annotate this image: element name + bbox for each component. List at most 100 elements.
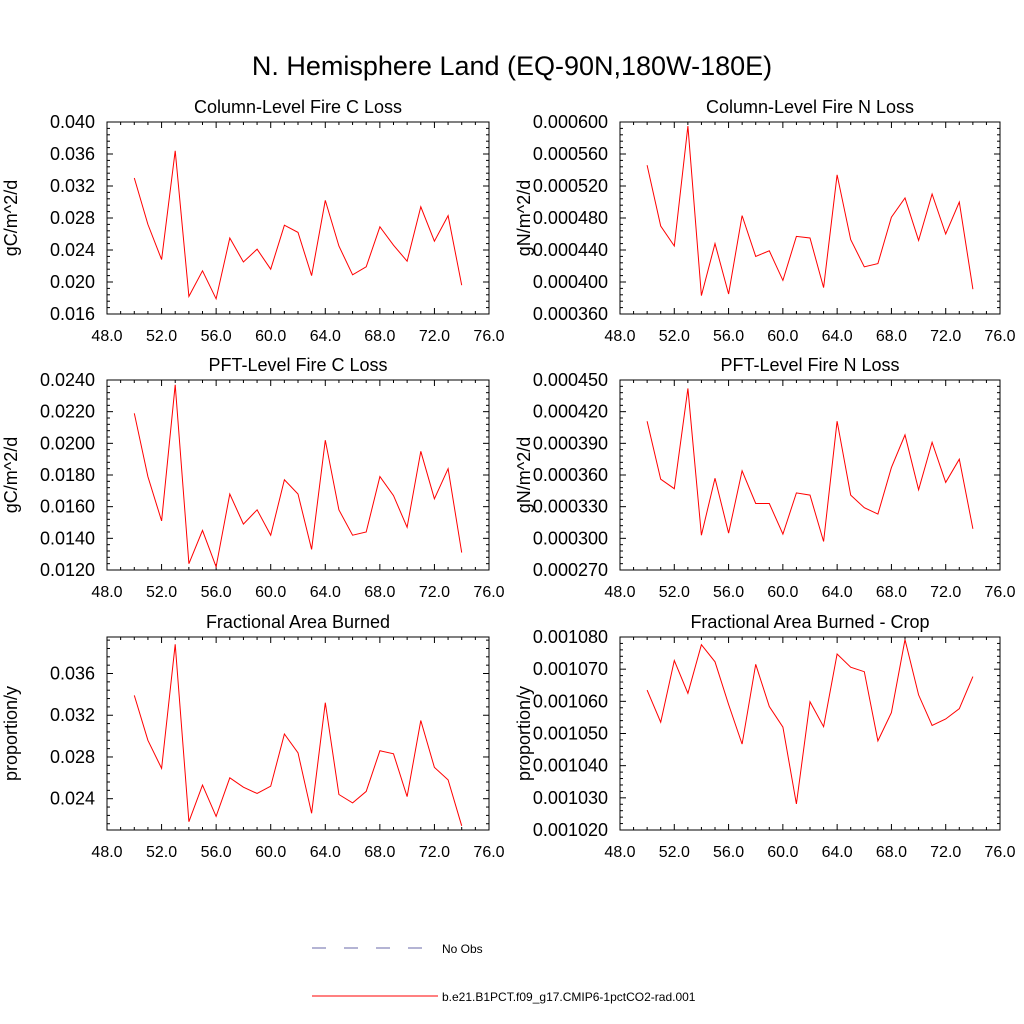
y-tick-label: 0.028 [50, 208, 95, 228]
y-tick-label: 0.000450 [533, 370, 608, 390]
y-tick-label: 0.000360 [533, 304, 608, 324]
x-tick-label: 60.0 [255, 328, 286, 345]
y-axis-label: gC/m^2/d [1, 180, 21, 256]
x-tick-label: 56.0 [201, 328, 232, 345]
y-tick-label: 0.001050 [533, 724, 608, 744]
legend-no-obs-label: No Obs [442, 942, 483, 956]
x-tick-label: 68.0 [364, 844, 395, 861]
plot-frame [106, 636, 490, 831]
series-line [646, 388, 974, 542]
y-tick-label: 0.032 [50, 176, 95, 196]
y-axis-label: gN/m^2/d [514, 437, 534, 513]
x-tick-label: 76.0 [473, 844, 504, 861]
x-tick-label: 60.0 [767, 844, 798, 861]
legend: No Obs b.e21.B1PCT.f09_g17.CMIP6-1pctCO2… [312, 942, 696, 1004]
x-tick-label: 72.0 [419, 584, 450, 601]
x-tick-label: 60.0 [767, 584, 798, 601]
y-tick-label: 0.0140 [40, 528, 95, 548]
chart-panel-2: 48.0 52.0 56.0 60.0 64.0 68.0 72.0 76.0 0.000360… [514, 97, 1016, 345]
x-tick-label: 64.0 [822, 328, 853, 345]
x-tick-label: 52.0 [659, 584, 690, 601]
y-tick-label: 0.000360 [533, 465, 608, 485]
y-axis-label: proportion/y [514, 686, 534, 781]
chart-panel-3: 48.0 52.0 56.0 60.0 64.0 68.0 72.0 76.0 0.0120 0.… [1, 355, 505, 601]
x-tick-label: 76.0 [473, 584, 504, 601]
x-tick-label: 68.0 [364, 584, 395, 601]
panel-title: PFT-Level Fire C Loss [208, 355, 387, 375]
y-tick-label: 0.000270 [533, 560, 608, 580]
x-tick-label: 64.0 [310, 584, 341, 601]
y-tick-label: 0.001070 [533, 659, 608, 679]
x-tick-label: 56.0 [201, 584, 232, 601]
x-tick-label: 68.0 [364, 328, 395, 345]
x-tick-label: 72.0 [419, 844, 450, 861]
x-tick-label: 48.0 [91, 584, 122, 601]
x-tick-label: 52.0 [146, 844, 177, 861]
x-tick-label: 60.0 [767, 328, 798, 345]
x-tick-label: 48.0 [91, 844, 122, 861]
series-line [133, 150, 463, 301]
figure-title: N. Hemisphere Land (EQ-90N,180W-180E) [252, 51, 772, 81]
x-tick-label: 68.0 [876, 844, 907, 861]
panels: 48.0 52.0 56.0 60.0 64.0 68.0 72.0 76.0 0.016 0.0… [1, 97, 1016, 861]
y-tick-label: 0.001060 [533, 691, 608, 711]
y-tick-label: 0.0120 [40, 560, 95, 580]
legend-model-label: b.e21.B1PCT.f09_g17.CMIP6-1pctCO2-rad.00… [442, 990, 696, 1004]
x-tick-label: 52.0 [146, 584, 177, 601]
y-tick-label: 0.001040 [533, 756, 608, 776]
y-tick-label: 0.001020 [533, 820, 608, 840]
x-tick-label: 72.0 [930, 584, 961, 601]
y-tick-label: 0.016 [50, 304, 95, 324]
x-tick-label: 76.0 [984, 328, 1015, 345]
x-tick-label: 76.0 [984, 844, 1015, 861]
y-tick-label: 0.032 [50, 705, 95, 725]
y-tick-label: 0.0240 [40, 370, 95, 390]
y-tick-label: 0.000330 [533, 497, 608, 517]
panel-title: Fractional Area Burned - Crop [690, 612, 929, 632]
panel-title: Column-Level Fire N Loss [706, 97, 914, 117]
y-tick-label: 0.020 [50, 272, 95, 292]
y-tick-label: 0.036 [50, 664, 95, 684]
y-tick-label: 0.001030 [533, 788, 608, 808]
y-axis-label: gC/m^2/d [1, 437, 21, 513]
x-tick-label: 48.0 [604, 328, 635, 345]
x-tick-label: 52.0 [146, 328, 177, 345]
x-tick-label: 64.0 [310, 328, 341, 345]
x-tick-label: 52.0 [659, 844, 690, 861]
x-tick-label: 64.0 [822, 584, 853, 601]
chart-panel-1: 48.0 52.0 56.0 60.0 64.0 68.0 72.0 76.0 0.016 0.0… [1, 97, 505, 345]
y-tick-label: 0.000440 [533, 240, 608, 260]
x-tick-label: 76.0 [473, 328, 504, 345]
panel-title: PFT-Level Fire N Loss [720, 355, 899, 375]
x-tick-label: 60.0 [255, 584, 286, 601]
y-tick-label: 0.000390 [533, 433, 608, 453]
series-line [133, 384, 463, 569]
y-tick-label: 0.036 [50, 144, 95, 164]
chart-panel-4: 48.0 52.0 56.0 60.0 64.0 68.0 72.0 76.0 0.000270… [514, 355, 1016, 601]
y-tick-label: 0.040 [50, 112, 95, 132]
x-tick-label: 48.0 [604, 844, 635, 861]
x-tick-label: 76.0 [984, 584, 1015, 601]
y-tick-label: 0.000560 [533, 144, 608, 164]
x-tick-label: 56.0 [713, 844, 744, 861]
y-tick-label: 0.000300 [533, 528, 608, 548]
series-line [133, 644, 463, 826]
x-tick-label: 56.0 [713, 328, 744, 345]
panel-title: Column-Level Fire C Loss [194, 97, 402, 117]
x-tick-label: 64.0 [310, 844, 341, 861]
y-tick-label: 0.0160 [40, 497, 95, 517]
y-tick-label: 0.000420 [533, 402, 608, 422]
y-tick-label: 0.000480 [533, 208, 608, 228]
plot-frame [106, 379, 490, 571]
y-axis-label: gN/m^2/d [514, 180, 534, 256]
x-tick-label: 64.0 [822, 844, 853, 861]
panel-title: Fractional Area Burned [206, 612, 390, 632]
plot-frame [106, 121, 490, 315]
y-tick-label: 0.000520 [533, 176, 608, 196]
x-tick-label: 68.0 [876, 328, 907, 345]
y-tick-label: 0.001080 [533, 627, 608, 647]
y-tick-label: 0.024 [50, 789, 95, 809]
y-tick-label: 0.024 [50, 240, 95, 260]
x-tick-label: 68.0 [876, 584, 907, 601]
series-line [646, 125, 974, 296]
